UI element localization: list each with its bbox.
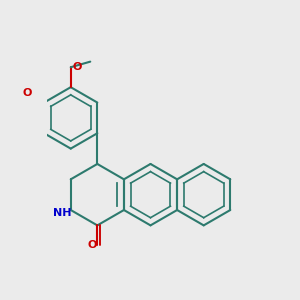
Text: O: O	[87, 240, 96, 250]
Text: O: O	[22, 88, 32, 98]
Text: O: O	[73, 62, 82, 72]
Text: NH: NH	[53, 208, 72, 218]
